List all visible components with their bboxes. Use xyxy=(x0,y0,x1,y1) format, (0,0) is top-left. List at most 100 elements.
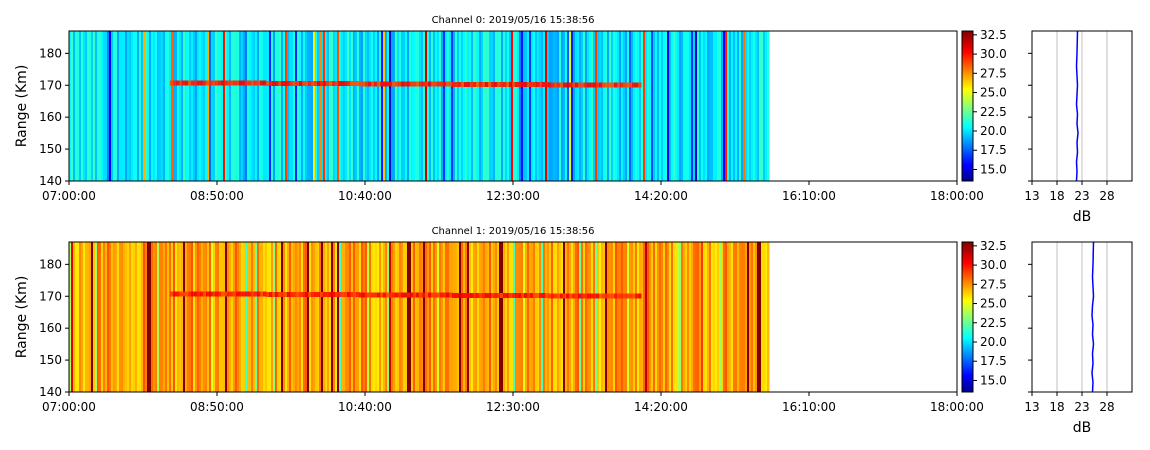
heatmap-stripe xyxy=(127,31,130,181)
heatmap-stripe xyxy=(161,242,164,392)
heatmap-stripe xyxy=(659,242,662,392)
echo-layer-segment xyxy=(172,291,177,297)
heatmap-stripe xyxy=(195,242,198,392)
echo-layer-segment xyxy=(571,82,576,88)
echo-layer-segment xyxy=(619,82,624,88)
echo-layer-segment xyxy=(382,81,387,87)
heatmap-stripe xyxy=(579,242,582,392)
heatmap-stripe xyxy=(439,31,442,181)
heatmap-stripe xyxy=(353,31,356,181)
heatmap-stripe xyxy=(329,31,332,181)
heatmap-stripe xyxy=(121,31,124,181)
x-tick-label: 14:20:00 xyxy=(634,189,688,203)
heatmap-stripe xyxy=(473,242,476,392)
echo-layer-segment xyxy=(286,291,291,297)
heatmap-stripe xyxy=(655,31,658,181)
echo-layer-segment xyxy=(253,291,258,297)
heatmap-stripe xyxy=(725,31,728,181)
echo-layer-segment xyxy=(460,292,465,298)
echo-layer-segment xyxy=(625,293,630,299)
heatmap-stripe xyxy=(423,31,426,181)
heatmap-stripe xyxy=(249,31,252,181)
heatmap-stripe xyxy=(421,31,424,181)
echo-layer-segment xyxy=(364,292,369,298)
y-tick-label: 180 xyxy=(39,46,62,60)
echo-layer-segment xyxy=(592,82,597,88)
heatmap-stripe xyxy=(83,31,86,181)
heatmap-stripe xyxy=(421,242,424,392)
echo-layer-segment xyxy=(310,292,315,297)
heatmap-stripe xyxy=(737,31,740,181)
heatmap-stripe xyxy=(611,242,614,392)
echo-layer-segment xyxy=(445,81,450,87)
profile-x-tick-label: 23 xyxy=(1074,400,1089,414)
colorbar-gradient xyxy=(961,30,974,182)
heatmap-stripe xyxy=(303,31,306,181)
heatmap-stripe xyxy=(459,31,462,181)
heatmap-stripe xyxy=(535,242,538,392)
echo-layer-segment xyxy=(508,82,513,88)
heatmap-stripe xyxy=(181,242,184,392)
echo-layer-segment xyxy=(250,291,255,297)
echo-layer-segment xyxy=(244,291,249,297)
echo-layer-segment xyxy=(469,81,474,87)
heatmap-stripe xyxy=(565,31,568,181)
heatmap-stripe xyxy=(433,242,436,392)
echo-layer-segment xyxy=(280,291,285,297)
heatmap-stripe xyxy=(87,242,90,392)
echo-layer-segment xyxy=(274,80,279,86)
heatmap-stripe xyxy=(493,31,496,181)
heatmap-stripe xyxy=(535,31,538,181)
echo-layer-segment xyxy=(529,82,534,88)
heatmap-stripe xyxy=(653,242,656,392)
heatmap-stripe xyxy=(391,242,394,392)
heatmap-stripe xyxy=(573,31,576,181)
heatmap-stripe xyxy=(225,31,228,181)
heatmap-stripe xyxy=(557,31,560,181)
heatmap-stripe xyxy=(287,31,290,181)
echo-layer-segment xyxy=(190,80,195,86)
echo-layer-segment xyxy=(208,291,213,297)
echo-layer-segment xyxy=(307,292,312,297)
channel-0-y-axis-label: Range (Km) xyxy=(14,65,30,148)
heatmap-stripe xyxy=(441,31,444,181)
heatmap-stripe xyxy=(705,242,708,392)
colorbar-tick-label: 20.0 xyxy=(980,124,1007,138)
echo-layer-segment xyxy=(181,80,186,86)
echo-layer-segment xyxy=(559,82,564,88)
echo-layer-segment xyxy=(289,80,294,86)
heatmap-stripe xyxy=(463,31,466,181)
heatmap-stripe xyxy=(307,242,310,392)
heatmap-stripe xyxy=(739,242,742,392)
echo-layer-segment xyxy=(577,82,582,88)
echo-layer-segment xyxy=(469,292,474,298)
channel-1-y-axis-label: Range (Km) xyxy=(14,276,30,359)
y-tick-label: 150 xyxy=(39,353,62,367)
heatmap-stripe xyxy=(359,242,362,392)
heatmap-stripe xyxy=(663,31,666,181)
heatmap-stripe xyxy=(693,31,696,181)
heatmap-stripe xyxy=(139,242,142,392)
heatmap-stripe xyxy=(157,242,160,392)
echo-layer-segment xyxy=(631,82,636,88)
heatmap-stripe xyxy=(85,242,88,392)
heatmap-stripe xyxy=(551,242,554,392)
heatmap-stripe xyxy=(201,31,204,181)
echo-layer-segment xyxy=(550,293,555,299)
heatmap-stripe xyxy=(491,31,494,181)
echo-layer-segment xyxy=(505,82,510,87)
channel-0-colorbar: 15.0 17.5 20.0 22.5 25.0 27.5 30.0 32.5 xyxy=(961,28,1007,182)
heatmap-stripe xyxy=(681,31,684,181)
heatmap-stripe xyxy=(297,242,300,392)
heatmap-stripe xyxy=(265,242,268,392)
heatmap-stripe xyxy=(453,31,456,181)
heatmap-stripe xyxy=(743,242,746,392)
heatmap-stripe xyxy=(439,242,442,392)
echo-layer-segment xyxy=(340,81,345,87)
echo-layer-segment xyxy=(547,82,552,88)
heatmap-stripe xyxy=(723,31,726,181)
heatmap-stripe xyxy=(327,242,330,392)
heatmap-stripe xyxy=(111,31,114,181)
heatmap-stripe xyxy=(517,242,520,392)
heatmap-stripe xyxy=(323,242,326,392)
